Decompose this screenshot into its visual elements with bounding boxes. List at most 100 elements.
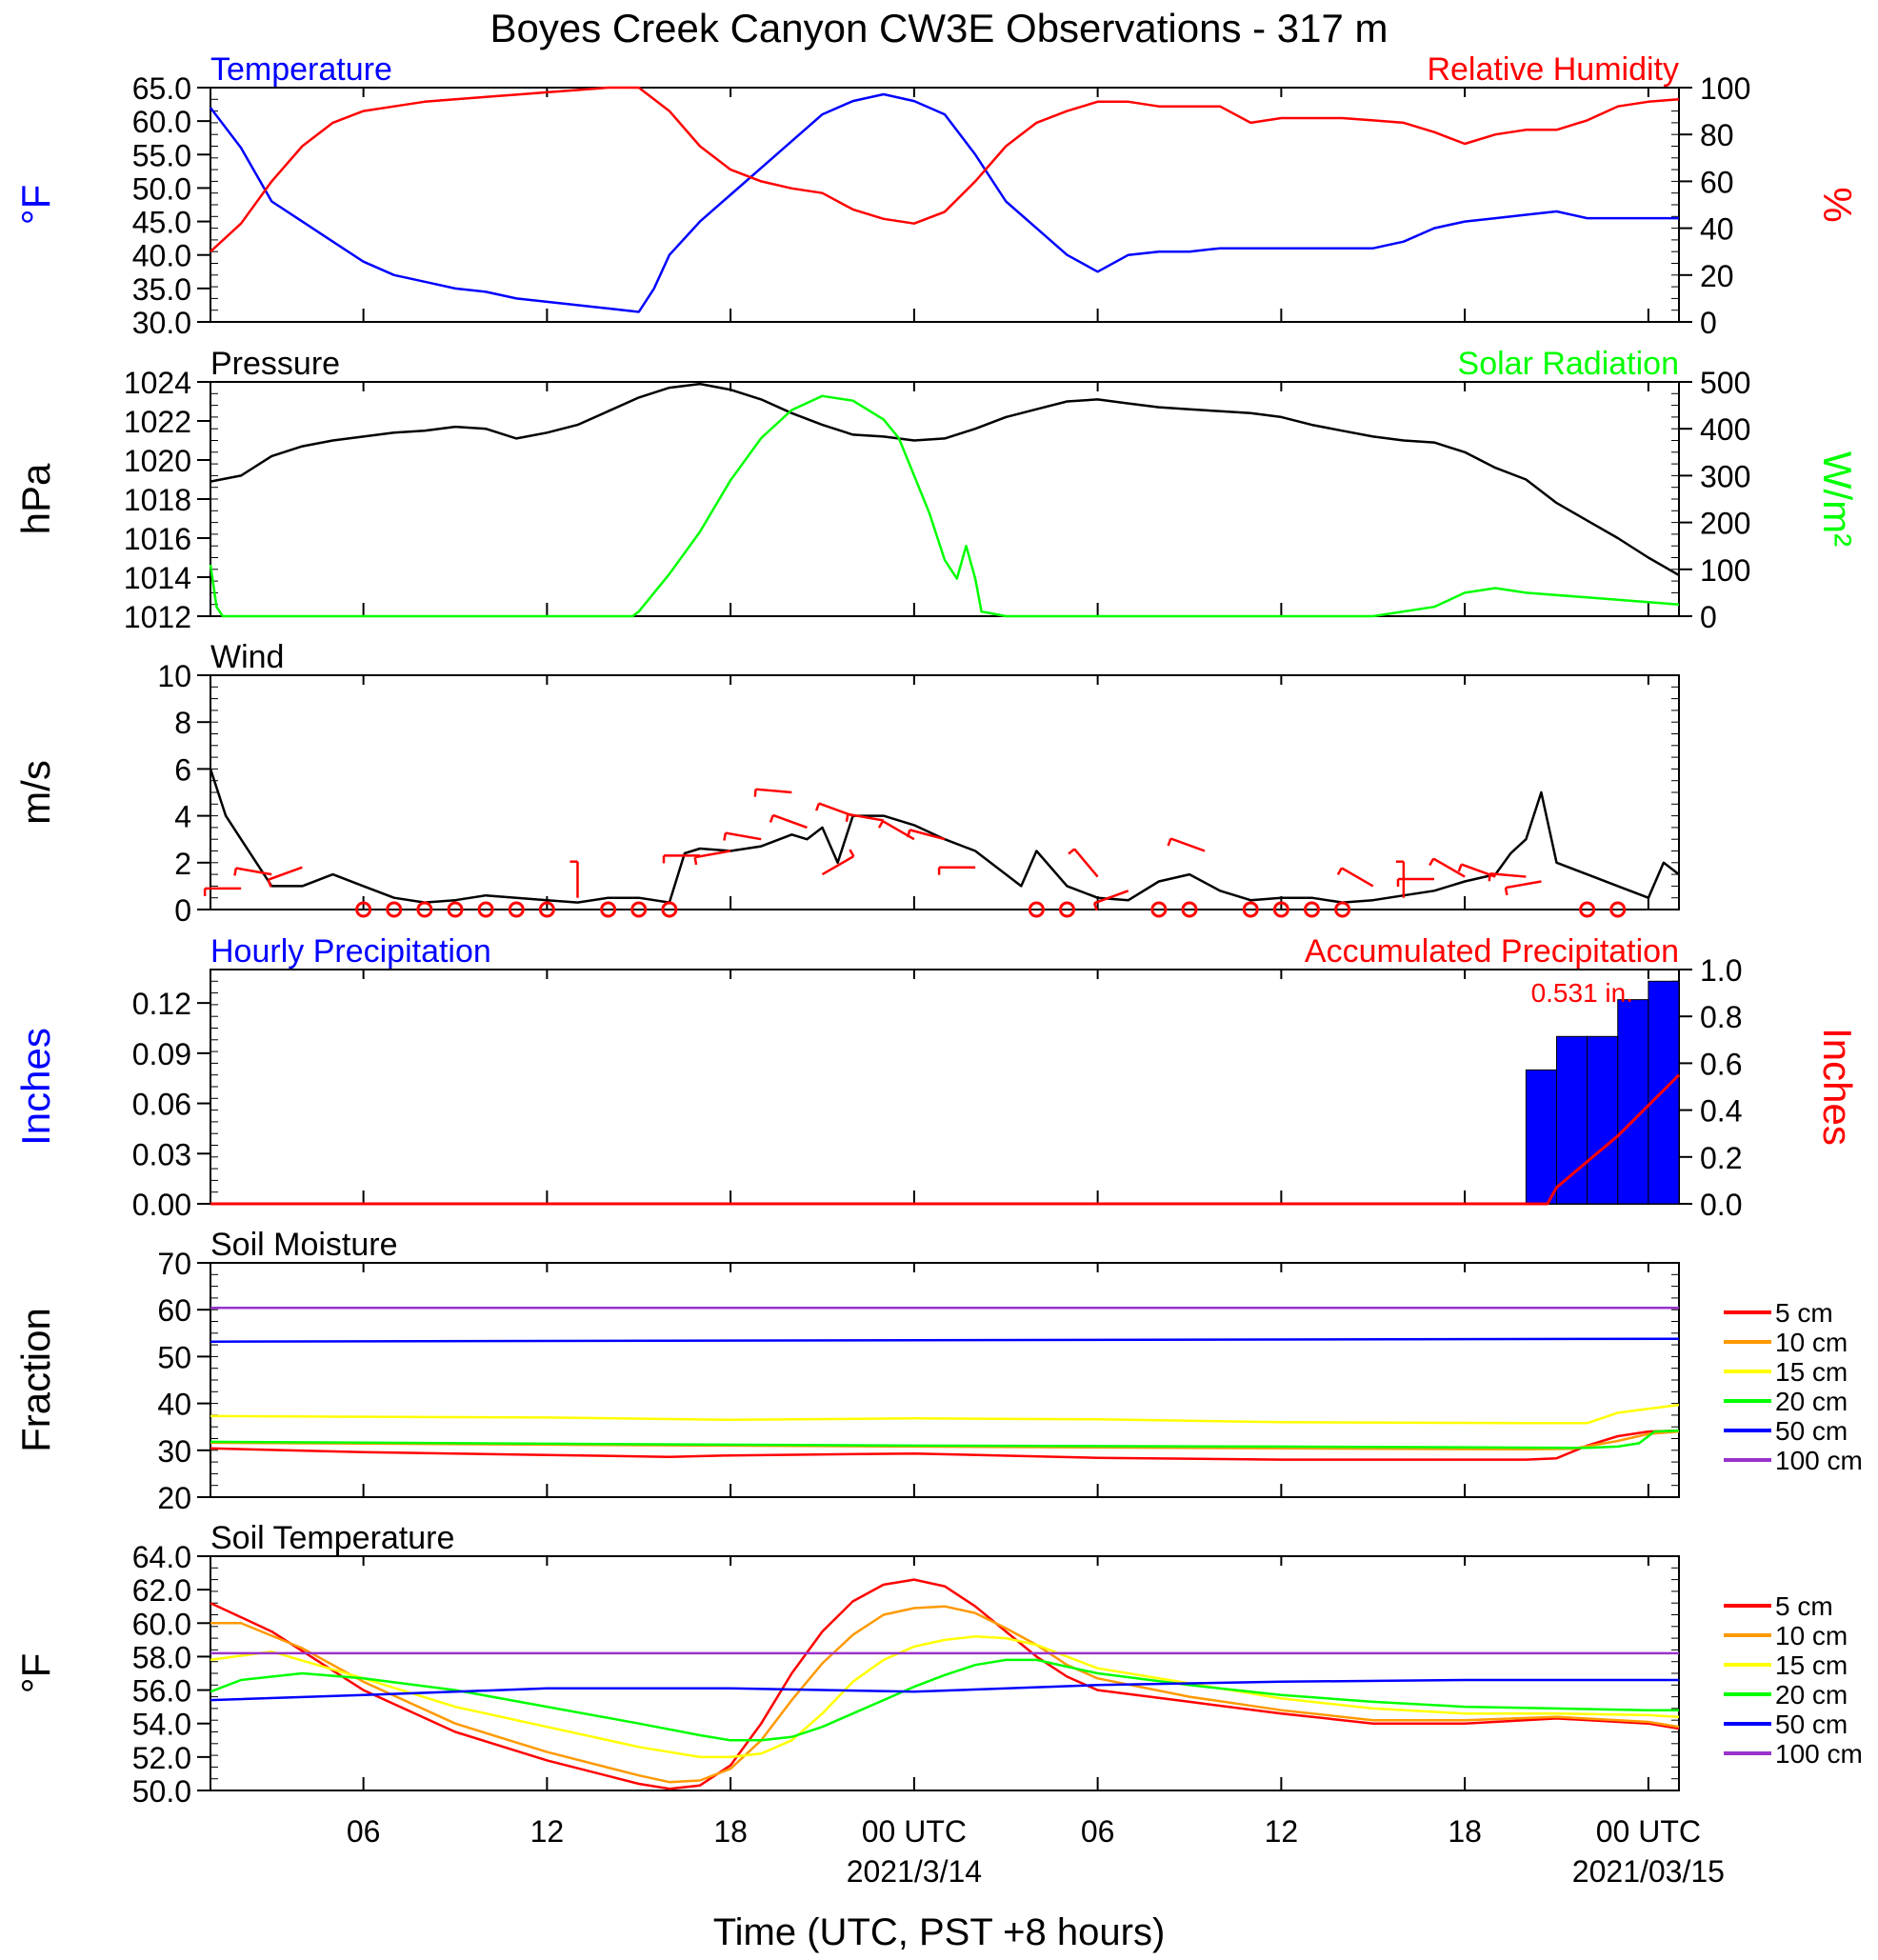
precip-bar: [1556, 1035, 1588, 1205]
y2-tick-label: 200: [1700, 507, 1750, 541]
panel-left-title: Pressure: [210, 346, 340, 382]
y-tick-label: 20: [157, 1481, 191, 1515]
precip-bar: [1525, 1069, 1557, 1205]
calm-marker: [1304, 901, 1320, 918]
accumulation-annotation: 0.531 in.: [1531, 978, 1633, 1008]
panel-6: 50.052.054.056.058.060.062.064.0 Soil Tem…: [13, 1520, 1863, 1809]
panel-3: 0 2 4 6 8 10 Wind m/s: [13, 639, 1680, 928]
y-tick-label: 0.09: [132, 1037, 191, 1071]
wind-barb: [1093, 890, 1129, 905]
legend-label: 50 cm: [1775, 1416, 1848, 1446]
panel-2: 1012 1014 1016 1018 1020 1022 1024 0 100 200 300 40…: [13, 346, 1860, 634]
y-tick-label: 56.0: [132, 1674, 191, 1709]
wind-barb: [755, 788, 792, 794]
calm-marker: [386, 901, 403, 918]
y-tick-label: 30.0: [132, 306, 191, 340]
calm-marker: [1181, 901, 1198, 918]
panel-1: 30.035.040.045.050.055.060.065.0 0 20 40 60 8…: [13, 51, 1860, 340]
y-tick-label: 55.0: [132, 138, 191, 172]
y-tick-label: 1020: [124, 444, 191, 478]
y-tick-label: 1014: [124, 561, 191, 595]
y2-axis-label: Inches: [1815, 1028, 1860, 1146]
series-line: [210, 1635, 1680, 1759]
y-tick-label: 62.0: [132, 1573, 191, 1608]
wind-barb: [1073, 848, 1099, 878]
y-tick-label: 0: [174, 893, 191, 928]
wind-barb: [1341, 867, 1374, 888]
y2-tick-label: 400: [1700, 412, 1750, 447]
y-tick-label: 8: [174, 706, 191, 740]
calm-marker: [477, 901, 494, 918]
y2-tick-label: 500: [1700, 366, 1750, 400]
y-tick-label: 45.0: [132, 206, 191, 240]
y-tick-label: 52.0: [132, 1741, 191, 1775]
y-tick-label: 1012: [124, 600, 191, 634]
calm-marker: [1242, 901, 1259, 918]
series-line: [210, 1337, 1680, 1343]
legend-label: 100 cm: [1775, 1446, 1863, 1475]
time-tick-label: 06: [1081, 1814, 1115, 1849]
y-axis-label: Fraction: [13, 1308, 58, 1452]
wind-barb-feather: [1092, 902, 1098, 911]
wind-barb-feather: [907, 830, 911, 838]
calm-marker: [1579, 901, 1596, 918]
y2-tick-label: 80: [1700, 118, 1734, 152]
wind-barb: [694, 850, 731, 859]
calm-marker: [416, 901, 433, 918]
wind-barb: [848, 812, 884, 822]
wind-barb: [821, 855, 855, 876]
time-tick-label: 12: [1265, 1814, 1299, 1849]
legend-label: 20 cm: [1775, 1680, 1848, 1710]
wind-barb-feather: [815, 803, 821, 811]
y-tick-label: 0.03: [132, 1137, 191, 1171]
calm-marker: [600, 901, 617, 918]
y-tick-label: 60: [157, 1293, 191, 1328]
series-line: [210, 1658, 1679, 1742]
y-axis-label: Inches: [13, 1028, 58, 1146]
wind-barb: [725, 831, 762, 841]
y-tick-label: 1022: [124, 405, 191, 439]
precip-bar: [1648, 980, 1680, 1205]
calm-marker: [1028, 901, 1045, 918]
y2-tick-label: 0: [1700, 306, 1717, 340]
wind-barb: [235, 867, 272, 876]
y-tick-label: 50: [157, 1340, 191, 1374]
wind-barb: [818, 802, 854, 817]
y-tick-label: 54.0: [132, 1708, 191, 1742]
panel-left-title: Wind: [210, 639, 284, 675]
precip-bar: [1617, 999, 1649, 1205]
panel-frame: [210, 1555, 1680, 1791]
wind-barb: [1432, 857, 1466, 878]
y2-tick-label: 0.2: [1700, 1141, 1742, 1175]
y-tick-label: 0.06: [132, 1088, 191, 1122]
legend-label: 5 cm: [1775, 1591, 1833, 1621]
y-tick-label: 50.0: [132, 1774, 191, 1809]
wind-barb-feather: [233, 868, 238, 876]
calm-marker: [1334, 901, 1351, 918]
series-line: [210, 382, 1680, 576]
time-tick-label: 00 UTC: [862, 1814, 967, 1849]
y-tick-label: 30: [157, 1434, 191, 1469]
y2-tick-label: 0.6: [1700, 1047, 1742, 1081]
y-tick-label: 1024: [124, 366, 191, 400]
wind-barb: [1505, 880, 1542, 890]
y-tick-label: 40: [157, 1388, 191, 1422]
wind-barb-feather: [769, 814, 774, 823]
series-line: [210, 1429, 1680, 1461]
wind-barb-feather: [693, 856, 698, 866]
y-tick-label: 6: [174, 752, 191, 787]
calm-marker: [538, 901, 555, 918]
panel-5: 20 30 40 50 60 70 Soil Moisture Fraction 5 cm10 …: [13, 1227, 1863, 1515]
y2-tick-label: 0.4: [1700, 1094, 1742, 1129]
wind-barb: [909, 829, 946, 841]
time-tick-date: 2021/3/14: [847, 1854, 982, 1889]
wind-barb-feather: [845, 813, 849, 823]
calm-marker: [630, 901, 648, 918]
y-tick-label: 58.0: [132, 1640, 191, 1674]
legend-label: 10 cm: [1775, 1621, 1848, 1650]
panel-right-title: Accumulated Precipitation: [1305, 933, 1679, 970]
chart-panels: 30.035.040.045.050.055.060.065.002040608…: [13, 51, 1863, 1809]
y-tick-label: 10: [157, 659, 191, 693]
y-axis-label: °F: [13, 185, 58, 225]
legend-label: 100 cm: [1775, 1739, 1863, 1769]
